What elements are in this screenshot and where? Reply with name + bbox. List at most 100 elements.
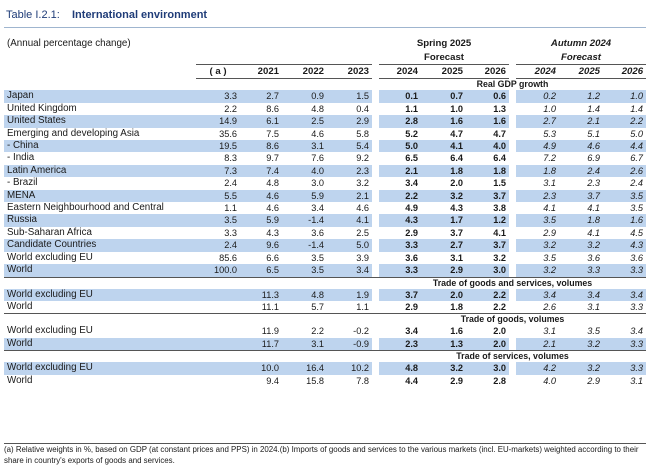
- table-cell: 2.9: [327, 115, 372, 128]
- row-label: Emerging and developing Asia: [7, 127, 140, 139]
- table-cell: 4.1: [327, 214, 372, 227]
- table-cell: 3.3: [603, 264, 647, 277]
- table-cell: 1.3: [493, 103, 507, 114]
- table-title: Table I.2.1: International environment: [4, 9, 646, 28]
- table-cell: 3.5: [630, 203, 644, 214]
- table-row: World excluding EU 85.6 6.6 3.5 3.9 3.6 3.1 3.2…: [4, 252, 646, 264]
- table-cell: 3.3: [379, 264, 421, 277]
- table-cell: 3.6: [405, 252, 418, 263]
- table-cell: 11.9: [261, 326, 279, 337]
- table-cell: 4.3: [450, 203, 463, 214]
- table-cell: 7.2: [543, 153, 557, 164]
- table-cell: 15.8: [306, 375, 324, 386]
- table-cell: [196, 337, 240, 351]
- table-cell: 1.5: [327, 90, 372, 103]
- table-row: World 100.0 6.5 3.5 3.4 3.3 2.9 3.0 3.2 3.3 3.3: [4, 264, 647, 277]
- table-cell: 6.5: [240, 264, 282, 277]
- header-row-years: ( a ) 2021 2022 2023 2024 2025 2026 2024…: [4, 64, 647, 80]
- table-cell: 2.2: [603, 115, 647, 128]
- table-cell: 1.9: [327, 288, 372, 301]
- table-cell: 3.5: [516, 214, 560, 227]
- table-cell: 3.6: [587, 252, 601, 263]
- table-cell: 2.5: [356, 227, 369, 238]
- table-cell: 5.0: [630, 128, 644, 139]
- table-cell: 5.3: [543, 128, 557, 139]
- table-cell: 5.7: [311, 301, 324, 312]
- table-cell: [196, 288, 240, 301]
- table-cell: 5.9: [282, 189, 327, 203]
- table-cell: -1.4: [282, 239, 327, 252]
- table-cell: 3.5: [587, 326, 601, 337]
- table-cell: 1.0: [603, 90, 647, 103]
- table-cell: 3.1: [543, 178, 557, 189]
- table-cell: 19.5: [196, 140, 240, 153]
- table-cell: 3.4: [405, 326, 418, 337]
- table-cell: 2.0: [493, 326, 507, 337]
- table-cell: 4.0: [282, 164, 327, 178]
- table-cell: 2.8: [379, 115, 421, 128]
- row-label: Sub-Saharan Africa: [7, 226, 92, 238]
- table-cell: 100.0: [196, 264, 240, 277]
- unit-label: (Annual percentage change): [7, 38, 131, 49]
- table-row: Latin America 7.3 7.4 4.0 2.3 2.1 1.8 1.8 1.8 2.4…: [4, 164, 647, 178]
- table-cell: 3.2: [421, 189, 466, 203]
- table-cell: 4.6: [240, 189, 282, 203]
- table-row: Russia 3.5 5.9 -1.4 4.1 4.3 1.7 1.2 3.5 1.8 1.6: [4, 214, 647, 227]
- table-cell: 4.5: [630, 227, 644, 238]
- row-label: United Kingdom: [7, 102, 77, 114]
- table-cell: 2.9: [405, 227, 418, 238]
- table-cell: 3.1: [630, 375, 644, 386]
- table-cell: 8.6: [266, 103, 279, 114]
- row-label: - China: [4, 140, 196, 153]
- table-cell: 2.2: [493, 301, 507, 312]
- row-label: World: [4, 337, 196, 351]
- table-cell: 4.1: [543, 203, 557, 214]
- table-cell: 2.1: [379, 164, 421, 178]
- table-cell: 3.5: [282, 264, 327, 277]
- table-cell: 2.0: [450, 178, 463, 189]
- table-cell: 5.5: [196, 189, 240, 203]
- table-cell: 2.7: [516, 115, 560, 128]
- table-cell: 0.9: [282, 90, 327, 103]
- table-row: - Brazil 2.4 4.8 3.0 3.2 3.4 2.0 1.5 3.1 2.3 2.4: [4, 177, 646, 189]
- table-cell: 4.8: [282, 288, 327, 301]
- table-cell: 3.3: [559, 264, 604, 277]
- table-body: (Annual percentage change) Spring 2025 A…: [4, 36, 647, 387]
- table-cell: 5.0: [327, 239, 372, 252]
- table-row: Emerging and developing Asia 35.6 7.5 4.6 5.…: [4, 128, 646, 140]
- table-cell: 5.1: [587, 128, 601, 139]
- row-label: World excluding EU: [7, 325, 93, 337]
- table-cell: 1.2: [466, 214, 510, 227]
- table-cell: 2.9: [450, 375, 463, 386]
- table-row: Sub-Saharan Africa 3.3 4.3 3.6 2.5 2.9 3.7 4.1 2…: [4, 227, 646, 239]
- table-row: World 11.1 5.7 1.1 2.9 1.8 2.2 2.6 3.1 3.3: [4, 301, 646, 314]
- table-cell: 1.0: [543, 103, 557, 114]
- header-row-forecast: Forecast Forecast: [4, 52, 646, 65]
- table-cell: 4.7: [493, 128, 507, 139]
- table-cell: 2.8: [493, 375, 507, 386]
- table-cell: 2.2: [466, 288, 510, 301]
- table-title-text: International environment: [72, 9, 208, 21]
- table-cell: 6.1: [240, 115, 282, 128]
- row-label: World: [4, 264, 196, 277]
- table-row: Candidate Countries 2.4 9.6 -1.4 5.0 3.3 2.7 3.…: [4, 239, 647, 252]
- table-cell: 9.4: [266, 375, 279, 386]
- table-cell: 4.1: [587, 227, 601, 238]
- table-cell: 4.2: [516, 362, 560, 375]
- section-title: Real GDP growth: [476, 79, 549, 90]
- section-title: Trade of goods and services, volumes: [379, 276, 647, 289]
- table-cell: 3.0: [466, 362, 510, 375]
- table-cell: 1.8: [516, 164, 560, 178]
- table-cell: 2.3: [379, 337, 421, 351]
- table-cell: 2.7: [421, 239, 466, 252]
- table-cell: -0.9: [327, 337, 372, 351]
- header-row-groups: (Annual percentage change) Spring 2025 A…: [4, 36, 646, 52]
- autumn-group-header: Autumn 2024: [550, 38, 612, 49]
- table-cell: 2.1: [516, 337, 560, 351]
- row-label: Russia: [4, 214, 196, 227]
- table-row: United Kingdom 2.2 8.6 4.8 0.4 1.1 1.0 1.3 1.0 1.…: [4, 103, 646, 115]
- table-cell: 3.2: [559, 362, 604, 375]
- table-cell: 2.7: [240, 90, 282, 103]
- table-cell: 2.4: [196, 239, 240, 252]
- table-cell: 7.4: [240, 164, 282, 178]
